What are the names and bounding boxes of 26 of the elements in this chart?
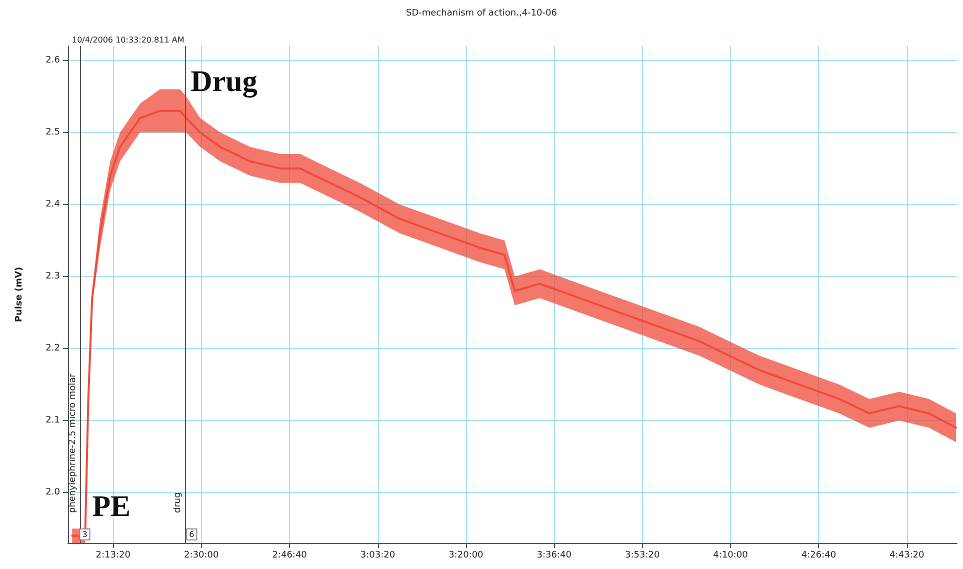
annotation: Drug <box>190 64 258 98</box>
annotation: 6 <box>189 530 194 539</box>
x-tick-label: 4:26:40 <box>801 550 836 560</box>
x-tick-label: 3:53:20 <box>624 550 660 560</box>
text: 10/4/2006 10:33:20.811 AM <box>72 36 184 44</box>
x-tick-label: 3:36:40 <box>536 550 572 560</box>
y-tick-label: 2.5 <box>46 127 60 138</box>
x-tick-label: 2:46:40 <box>272 550 308 560</box>
x-tick-label: 4:10:00 <box>713 550 748 560</box>
y-tick-label: 2.6 <box>46 55 60 66</box>
ref-line-label: drug <box>172 492 183 513</box>
x-tick-label: 3:03:20 <box>360 550 396 560</box>
x-tick-label: 2:13:20 <box>96 550 131 560</box>
x-tick-label: 3:20:00 <box>448 550 484 560</box>
ref-line-label: phenylephrine-2.5 micro molar <box>68 373 78 513</box>
y-tick-label: 2.2 <box>46 344 60 354</box>
chart-title: SD-mechanism of action.,4-10-06 <box>406 8 558 18</box>
x-tick-label: 2:30:00 <box>184 550 219 560</box>
annotation: PE <box>92 490 131 523</box>
y-tick-label: 2.1 <box>46 416 60 426</box>
x-tick-label: 4:43:20 <box>890 550 925 560</box>
y-tick-label: 2.4 <box>46 199 60 210</box>
y-tick-label: 2.0 <box>46 488 60 498</box>
annotation: 3 <box>82 530 88 539</box>
y-axis-title: Pulse (mV) <box>14 266 24 322</box>
y-tick-label: 2.3 <box>46 271 60 282</box>
